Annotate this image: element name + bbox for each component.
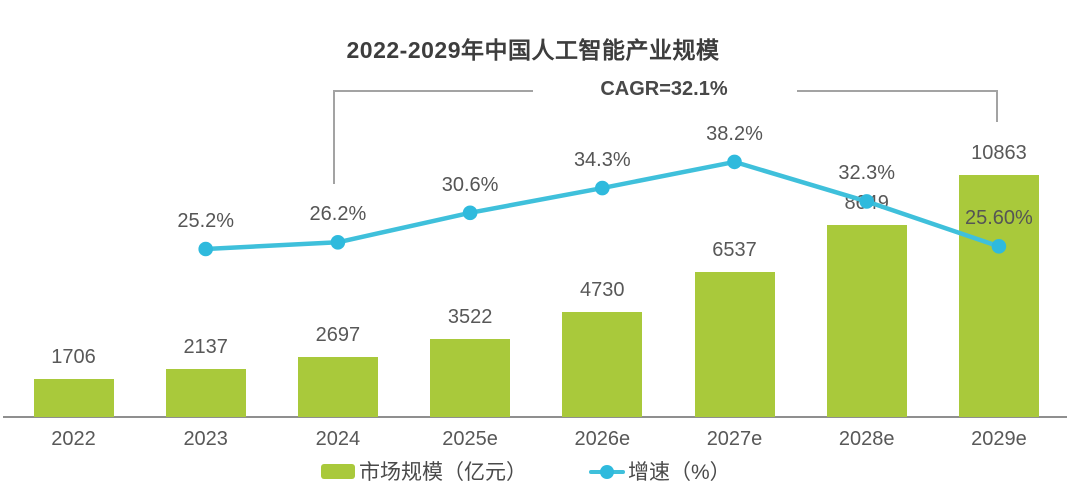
legend-label-growth-rate: 增速（%） <box>628 461 731 484</box>
growth-percent-label: 25.2% <box>177 210 235 232</box>
x-axis-line <box>3 416 1067 418</box>
growth-line-point <box>198 241 213 257</box>
legend-dot-icon <box>600 464 614 479</box>
bar-2024 <box>297 357 378 417</box>
x-axis-label-2028e: 2028e <box>838 428 895 450</box>
growth-line-point <box>462 205 478 221</box>
cagr-bracket-right-horizontal <box>797 90 997 92</box>
legend-bar-swatch-icon <box>321 463 355 479</box>
x-axis-label-2022: 2022 <box>51 428 96 450</box>
chart-title: 2022-2029年中国人工智能产业规模 <box>346 37 720 63</box>
x-axis-label-2029e: 2029e <box>971 428 1027 450</box>
cagr-bracket-left-vertical <box>333 90 335 184</box>
legend-item-market-size: 市场规模（亿元） <box>321 456 527 486</box>
growth-line-point <box>330 235 346 250</box>
bar-value-label: 8649 <box>844 192 889 214</box>
growth-percent-label: 26.2% <box>309 203 367 226</box>
bar-2025e <box>430 339 511 417</box>
legend-label-market-size: 市场规模（亿元） <box>359 461 527 484</box>
growth-percent-label: 32.3% <box>838 162 896 185</box>
cagr-annotation: CAGR=32.1% <box>600 78 728 100</box>
bar-value-label: 6537 <box>712 239 757 261</box>
bar-value-label: 1706 <box>51 346 96 368</box>
legend: 市场规模（亿元） 增速（%） <box>321 456 731 486</box>
legend-item-growth-rate: 增速（%） <box>589 456 731 486</box>
bar-value-label: 4730 <box>580 279 625 301</box>
x-axis-label-2024: 2024 <box>315 428 361 450</box>
growth-percent-label: 30.6% <box>441 173 499 196</box>
bar-2026e <box>562 312 643 417</box>
x-axis-label-2023: 2023 <box>183 428 228 450</box>
legend-line-swatch-icon <box>589 464 625 479</box>
x-axis-label-2027e: 2027e <box>706 428 763 450</box>
bar-value-label: 2697 <box>315 324 361 346</box>
bar-2022 <box>33 379 114 417</box>
cagr-bracket-right-vertical <box>996 90 998 122</box>
bar-2023 <box>165 369 246 417</box>
bar-value-label: 2137 <box>183 336 228 358</box>
growth-line-point <box>727 154 742 170</box>
growth-percent-label: 34.3% <box>573 149 631 172</box>
cagr-bracket-left-horizontal <box>333 90 533 92</box>
growth-percent-label: 25.60% <box>964 207 1033 230</box>
bar-2028e <box>826 225 907 417</box>
growth-line-point <box>595 180 610 196</box>
growth-percent-label: 38.2% <box>706 122 763 145</box>
bar-value-label: 10863 <box>971 142 1027 164</box>
x-axis-label-2026e: 2026e <box>574 428 631 450</box>
x-axis-label-2025e: 2025e <box>442 428 498 450</box>
bar-value-label: 3522 <box>447 306 493 328</box>
bar-2027e <box>694 272 775 417</box>
